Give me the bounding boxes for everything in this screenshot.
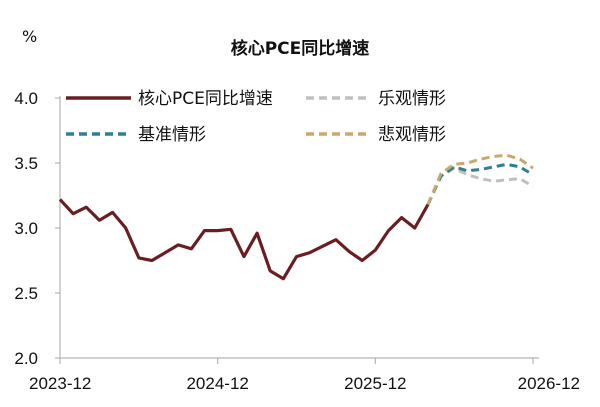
series-line-2 bbox=[426, 162, 534, 206]
legend-item-3: 悲观情形 bbox=[306, 125, 446, 145]
series-layer bbox=[58, 153, 534, 281]
legend-label: 核心PCE同比增速 bbox=[138, 89, 273, 109]
legend-label: 悲观情形 bbox=[378, 125, 446, 145]
x-tick-label: 2024-12 bbox=[186, 374, 248, 393]
x-tick-label: 2025-12 bbox=[344, 374, 406, 393]
y-tick-label: 4.0 bbox=[14, 89, 38, 108]
y-tick-label: 3.5 bbox=[14, 154, 38, 173]
legend-item-0: 核心PCE同比增速 bbox=[66, 89, 273, 109]
x-tick-label: 2023-12 bbox=[29, 374, 91, 393]
y-tick-label: 2.0 bbox=[14, 349, 38, 368]
legend-item-2: 基准情形 bbox=[66, 125, 206, 145]
x-tick-label: 2026-12 bbox=[518, 374, 580, 393]
legend-label: 基准情形 bbox=[138, 125, 206, 145]
legend-item-1: 乐观情形 bbox=[306, 89, 446, 109]
legend-label: 乐观情形 bbox=[378, 89, 446, 109]
axes: 2.0 2.5 3.0 3.5 4.0 2023-12 2024-12 2025-12 2026… bbox=[14, 89, 580, 393]
series-line-0 bbox=[58, 198, 430, 281]
y-tick-label: 3.0 bbox=[14, 219, 38, 238]
series-line-1 bbox=[426, 166, 534, 206]
y-tick-label: 2.5 bbox=[14, 284, 38, 303]
series-line-3 bbox=[426, 153, 534, 206]
chart-title: 核心PCE同比增速 bbox=[231, 38, 370, 59]
y-axis-unit-label: % bbox=[22, 27, 37, 46]
